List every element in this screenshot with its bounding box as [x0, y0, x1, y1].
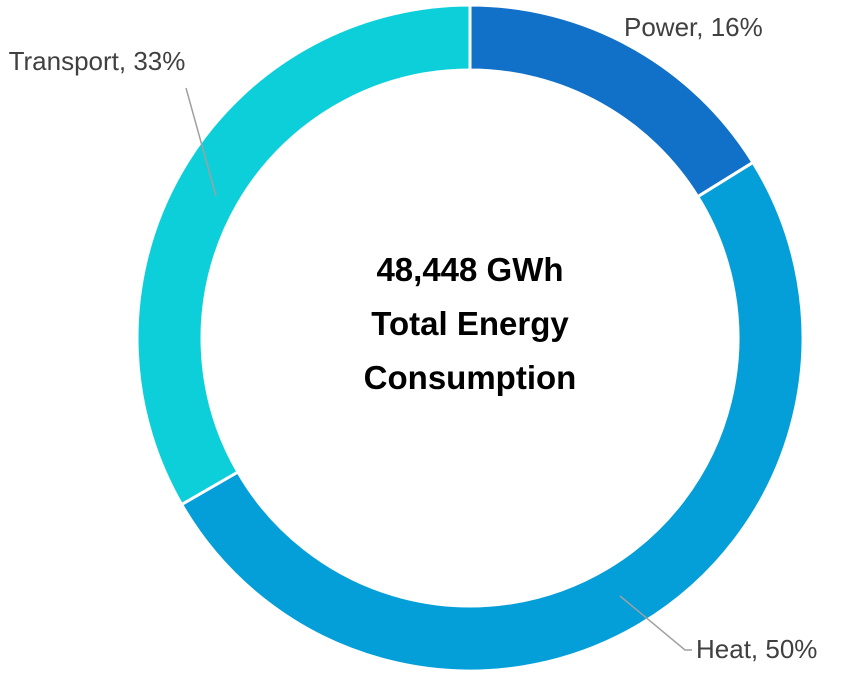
data-label: Power, 16%: [624, 12, 763, 42]
leader-line: [619, 595, 692, 651]
slices: [135, 3, 805, 673]
center-title: 48,448 GWh Total Energy Consumption: [363, 251, 577, 396]
donut-slice: [135, 3, 472, 507]
donut-slice: [179, 160, 805, 673]
data-label: Transport, 33%: [8, 46, 186, 76]
data-label: Heat, 50%: [696, 634, 818, 664]
leader-line: [185, 87, 217, 197]
